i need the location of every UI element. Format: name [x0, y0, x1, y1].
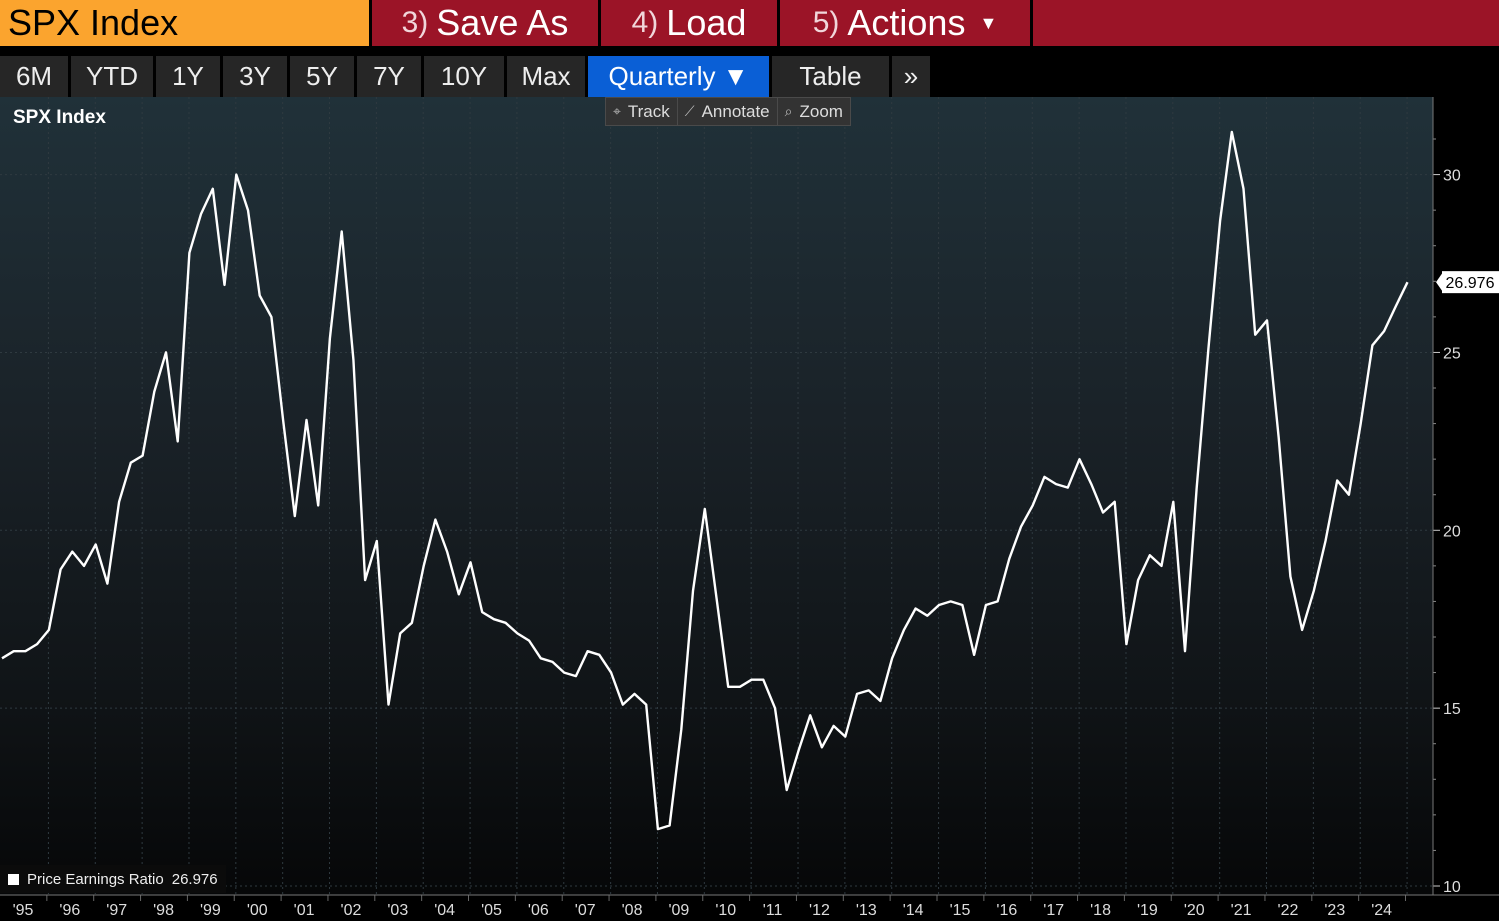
save-as-label: Save As [436, 2, 569, 43]
x-tick-label: '97 [106, 902, 127, 919]
x-tick-label: '15 [950, 902, 971, 919]
y-tick-label: 15 [1443, 701, 1461, 718]
x-tick-label: '99 [200, 902, 221, 919]
track-label: Track [627, 101, 670, 121]
x-tick-label: '16 [996, 902, 1017, 919]
range-7y-button[interactable]: 7Y [357, 56, 421, 97]
frequency-dropdown[interactable]: Quarterly ▼ [588, 56, 769, 97]
x-tick-label: '24 [1371, 902, 1392, 919]
annotate-tool[interactable]: ⟋ Annotate [678, 98, 778, 125]
x-tick-label: '02 [341, 902, 362, 919]
x-tick-label: '20 [1184, 902, 1205, 919]
track-tool[interactable]: ⌖ Track [606, 98, 678, 125]
zoom-tool[interactable]: ⌕ Zoom [778, 98, 850, 125]
range-3y-button[interactable]: 3Y [223, 56, 287, 97]
toolbar-filler [1033, 0, 1499, 46]
save-as-button[interactable]: 3) Save As [372, 0, 598, 46]
last-value-box [1442, 271, 1499, 294]
table-button[interactable]: Table [772, 56, 889, 97]
x-tick-label: '23 [1324, 902, 1345, 919]
x-tick-label: '17 [1043, 902, 1064, 919]
y-tick-label: 20 [1443, 523, 1461, 540]
load-number: 4) [631, 6, 659, 39]
actions-button[interactable]: 5) Actions ▼ [780, 0, 1030, 46]
range-bar: 6M YTD 1Y 3Y 5Y 7Y 10Y Max Quarterly ▼ T… [0, 56, 1499, 97]
legend-swatch [8, 873, 19, 885]
chart-legend: Price Earnings Ratio 26.976 [0, 865, 226, 893]
x-tick-label: '01 [294, 902, 315, 919]
pencil-icon: ⟋ [684, 103, 695, 119]
x-tick-label: '11 [763, 902, 783, 919]
chart-title: SPX Index [13, 107, 106, 128]
series-line [1, 130, 1409, 831]
range-ytd-button[interactable]: YTD [71, 56, 153, 97]
x-tick-label: '95 [13, 902, 34, 919]
range-1y-button[interactable]: 1Y [156, 56, 220, 97]
x-tick-label: '21 [1231, 902, 1252, 919]
y-tick-label: 10 [1443, 879, 1461, 896]
last-value-pointer [1436, 272, 1443, 293]
y-tick-label: 25 [1443, 345, 1461, 362]
security-field[interactable]: SPX Index [0, 0, 369, 46]
top-toolbar: SPX Index 3) Save As 4) Load 5) Actions … [0, 0, 1499, 46]
range-max-button[interactable]: Max [507, 56, 585, 97]
x-tick-label: '12 [809, 902, 830, 919]
security-label: SPX Index [8, 2, 179, 43]
range-5y-button[interactable]: 5Y [290, 56, 354, 97]
chart-svg[interactable]: '95 '96 '97 '98 '99 '00 '01 '02 '03 '04 '05 '06 '07 '… [0, 97, 1499, 921]
magnifier-icon: ⌕ [784, 103, 793, 119]
x-tick-label: '06 [528, 902, 549, 919]
more-button[interactable]: » [892, 56, 930, 97]
legend-series-value: 26.976 [171, 870, 218, 888]
x-tick-label: '18 [1090, 902, 1111, 919]
x-tick-label: '22 [1278, 902, 1299, 919]
plot-background [0, 97, 1433, 895]
x-tick-label: '08 [622, 902, 643, 919]
x-tick-label: '13 [856, 902, 877, 919]
actions-number: 5) [812, 6, 840, 39]
load-button[interactable]: 4) Load [601, 0, 777, 46]
load-label: Load [666, 2, 747, 43]
x-tick-label: '00 [247, 902, 268, 919]
x-tick-label: '98 [153, 902, 174, 919]
x-tick-label: '04 [434, 902, 455, 919]
caret-down-icon: ▼ [979, 12, 998, 33]
x-tick-label: '09 [668, 902, 689, 919]
x-tick-label: '14 [903, 902, 924, 919]
save-as-number: 3) [401, 6, 429, 39]
y-tick-label: 30 [1443, 168, 1461, 185]
x-tick-label: '05 [481, 902, 502, 919]
chart-panel: '95 '96 '97 '98 '99 '00 '01 '02 '03 '04 '05 '06 '07 '… [0, 97, 1499, 921]
crosshair-icon: ⌖ [613, 103, 621, 119]
x-tick-label: '19 [1137, 902, 1158, 919]
zoom-label: Zoom [799, 101, 843, 121]
actions-label: Actions [847, 2, 966, 43]
y-axis-panel [1433, 97, 1499, 895]
range-10y-button[interactable]: 10Y [424, 56, 504, 97]
legend-series-name: Price Earnings Ratio [27, 870, 164, 888]
x-tick-label: '07 [575, 902, 596, 919]
range-6m-button[interactable]: 6M [0, 56, 68, 97]
x-tick-label: '10 [715, 902, 736, 919]
annotate-label: Annotate [701, 101, 770, 121]
chart-tools: ⌖ Track ⟋ Annotate ⌕ Zoom [605, 97, 851, 126]
x-tick-label: '96 [59, 902, 80, 919]
last-value-label: 26.976 [1446, 275, 1495, 292]
x-tick-label: '03 [387, 902, 408, 919]
